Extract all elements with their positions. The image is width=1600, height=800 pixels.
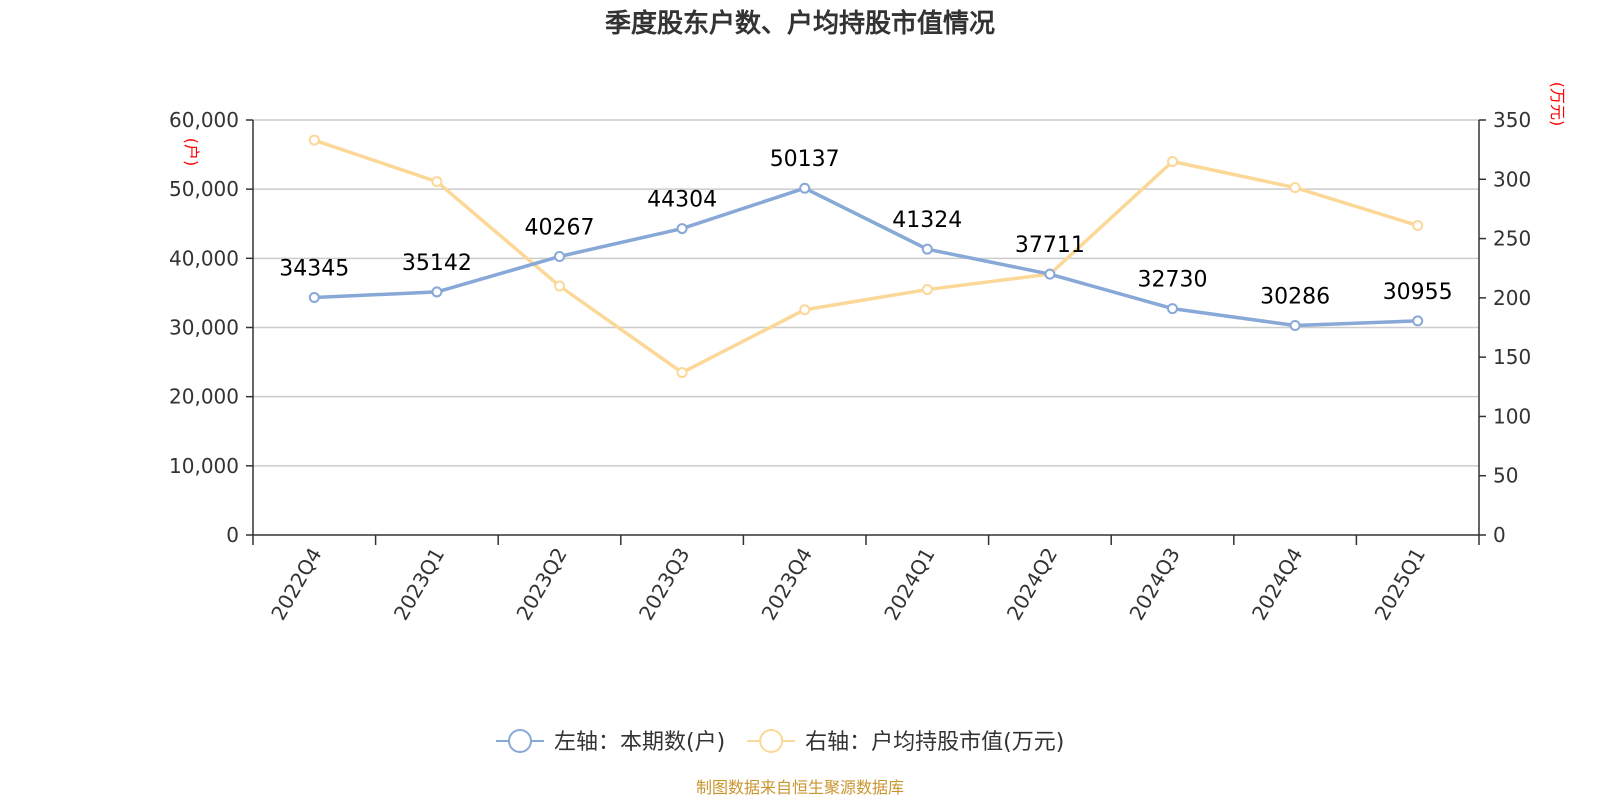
- right-axis-tick-label: 50: [1493, 464, 1518, 488]
- x-axis-tick-label: 2023Q1: [389, 544, 449, 625]
- chart-title: 季度股东户数、户均持股市值情况: [605, 8, 995, 39]
- left-axis-tick-label: 30,000: [169, 316, 239, 340]
- right-axis-tick-label: 350: [1493, 108, 1531, 132]
- x-axis-tick-label: 2023Q3: [634, 544, 694, 625]
- legend-label: 左轴：本期数(户): [554, 730, 725, 755]
- left-axis-unit: (户): [182, 138, 201, 167]
- x-axis-tick-label: 2024Q2: [1002, 544, 1062, 625]
- data-label: 35142: [402, 251, 472, 276]
- data-label: 32730: [1138, 268, 1208, 293]
- series-left: 34345 35142 40267 44304 50137 41324 37711 32730…: [279, 147, 1453, 332]
- data-point-right[interactable]: [799, 304, 811, 316]
- data-point-left[interactable]: [921, 243, 933, 255]
- left-axis-tick-label: 50,000: [169, 177, 239, 201]
- right-axis-tick-label: 0: [1493, 523, 1506, 547]
- data-point-left[interactable]: [554, 250, 565, 262]
- right-axis-unit: (万元): [1548, 82, 1567, 127]
- data-point-left[interactable]: [1167, 303, 1178, 315]
- gridlines: [253, 119, 1479, 467]
- left-axis-tick-label: 20,000: [169, 385, 239, 409]
- data-point-left[interactable]: [431, 286, 443, 298]
- data-point-left[interactable]: [676, 223, 688, 235]
- data-label: 37711: [1015, 233, 1085, 258]
- data-point-right[interactable]: [921, 284, 933, 296]
- left-axis-tick-label: 60,000: [169, 108, 239, 132]
- data-label: 30286: [1260, 285, 1330, 310]
- data-point-left[interactable]: [1044, 268, 1056, 280]
- data-label: 40267: [525, 215, 595, 240]
- series-line-right: [313, 138, 1419, 375]
- data-point-left[interactable]: [308, 291, 320, 303]
- data-point-right[interactable]: [431, 176, 443, 188]
- legend-item-right[interactable]: 右轴：户均持股市值(万元): [747, 729, 1064, 755]
- data-point-right[interactable]: [676, 367, 688, 379]
- x-axis-tick-label: 2023Q2: [511, 544, 571, 625]
- legend-marker: [759, 729, 784, 753]
- x-axis-tick-label: 2024Q4: [1247, 544, 1307, 625]
- data-point-left[interactable]: [1412, 315, 1424, 327]
- data-point-right[interactable]: [1289, 182, 1301, 194]
- left-axis-tick-label: 10,000: [169, 454, 239, 478]
- right-axis-tick-label: 250: [1493, 227, 1531, 251]
- data-point-right[interactable]: [554, 280, 565, 292]
- data-label: 34345: [279, 256, 349, 281]
- series-line-left: [314, 186, 1418, 328]
- legend[interactable]: 左轴：本期数(户) 右轴：户均持股市值(万元): [496, 729, 1064, 755]
- data-point-right[interactable]: [1412, 220, 1424, 232]
- x-axis-tick-label: 2022Q4: [266, 544, 326, 625]
- data-point-left[interactable]: [1289, 320, 1301, 332]
- right-axis-tick-label: 200: [1493, 286, 1531, 310]
- right-axis-tick-label: 100: [1493, 404, 1531, 428]
- data-point-right[interactable]: [1167, 156, 1178, 167]
- right-axis-tick-label: 300: [1493, 167, 1531, 191]
- legend-label: 右轴：户均持股市值(万元): [805, 730, 1064, 755]
- x-axis-tick-label: 2025Q1: [1370, 544, 1430, 625]
- left-axis-tick-label: 0: [226, 523, 239, 547]
- data-label: 41324: [892, 208, 962, 233]
- data-label: 50137: [770, 147, 840, 172]
- series-right: [308, 134, 1424, 379]
- axes: 0 10,000 20,000 30,000 40,000 50,000 60,000 0 50…: [169, 108, 1531, 624]
- data-label: 30955: [1383, 280, 1453, 305]
- data-point-right[interactable]: [308, 134, 320, 146]
- right-axis-tick-label: 150: [1493, 345, 1531, 369]
- data-point-left[interactable]: [799, 182, 811, 194]
- x-axis-tick-label: 2024Q1: [879, 544, 939, 625]
- series-layer: 34345 35142 40267 44304 50137 41324 37711 32730…: [279, 134, 1453, 379]
- legend-item-left[interactable]: 左轴：本期数(户): [496, 729, 725, 755]
- legend-marker: [508, 729, 532, 753]
- x-axis-tick-label: 2023Q4: [757, 544, 817, 625]
- left-axis-tick-label: 40,000: [169, 246, 239, 270]
- data-source: 制图数据来自恒生聚源数据库: [696, 778, 904, 797]
- data-label: 44304: [647, 188, 717, 213]
- x-axis-tick-label: 2024Q3: [1124, 544, 1184, 625]
